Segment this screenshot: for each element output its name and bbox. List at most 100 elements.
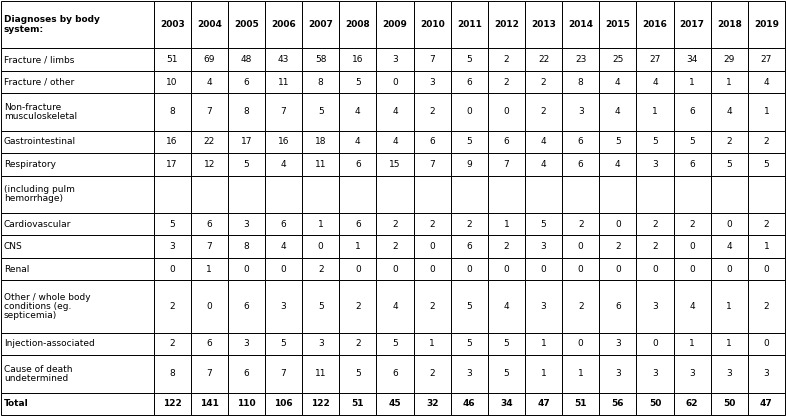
Text: 9: 9: [466, 160, 472, 169]
Text: 3: 3: [466, 369, 472, 378]
Text: 2: 2: [652, 242, 658, 251]
Bar: [1, 258, 153, 280]
Text: Cause of death: Cause of death: [4, 365, 72, 374]
Text: 2016: 2016: [643, 20, 667, 29]
Text: 0: 0: [169, 265, 175, 274]
Bar: [376, 153, 413, 176]
Bar: [228, 93, 265, 131]
Text: 6: 6: [355, 220, 361, 229]
Text: 45: 45: [389, 399, 402, 408]
Bar: [599, 71, 637, 93]
Text: 5: 5: [689, 137, 695, 146]
Bar: [153, 213, 191, 235]
Text: 6: 6: [392, 369, 398, 378]
Text: 1: 1: [318, 220, 324, 229]
Bar: [265, 235, 302, 258]
Text: 7: 7: [207, 242, 212, 251]
Bar: [376, 176, 413, 213]
Bar: [413, 93, 450, 131]
Text: 56: 56: [612, 399, 624, 408]
Text: 0: 0: [652, 265, 658, 274]
Text: 5: 5: [169, 220, 175, 229]
Bar: [711, 153, 747, 176]
Text: 5: 5: [504, 369, 509, 378]
Bar: [488, 258, 525, 280]
Bar: [674, 213, 711, 235]
Bar: [747, 93, 785, 131]
Text: 2: 2: [726, 137, 732, 146]
Bar: [747, 1, 785, 48]
Bar: [228, 48, 265, 71]
Bar: [525, 258, 562, 280]
Bar: [488, 176, 525, 213]
Bar: [191, 393, 228, 415]
Bar: [525, 235, 562, 258]
Bar: [191, 235, 228, 258]
Bar: [1, 213, 153, 235]
Bar: [525, 71, 562, 93]
Bar: [153, 176, 191, 213]
Bar: [153, 48, 191, 71]
Bar: [562, 131, 599, 153]
Bar: [747, 333, 785, 355]
Bar: [674, 258, 711, 280]
Bar: [340, 93, 376, 131]
Bar: [747, 258, 785, 280]
Text: 2014: 2014: [568, 20, 593, 29]
Text: 2: 2: [169, 339, 175, 349]
Bar: [450, 355, 488, 393]
Bar: [525, 131, 562, 153]
Bar: [413, 153, 450, 176]
Bar: [562, 153, 599, 176]
Text: 4: 4: [541, 137, 546, 146]
Bar: [450, 258, 488, 280]
Bar: [711, 258, 747, 280]
Bar: [637, 393, 674, 415]
Bar: [450, 131, 488, 153]
Bar: [1, 235, 153, 258]
Text: 141: 141: [200, 399, 219, 408]
Bar: [711, 176, 747, 213]
Bar: [637, 355, 674, 393]
Bar: [450, 280, 488, 333]
Bar: [340, 131, 376, 153]
Text: 2010: 2010: [420, 20, 445, 29]
Bar: [747, 176, 785, 213]
Bar: [302, 235, 340, 258]
Text: Diagnoses by body: Diagnoses by body: [4, 15, 100, 25]
Bar: [711, 213, 747, 235]
Bar: [674, 393, 711, 415]
Text: 5: 5: [318, 302, 324, 311]
Text: 6: 6: [466, 77, 472, 87]
Text: 3: 3: [318, 339, 324, 349]
Bar: [153, 131, 191, 153]
Text: 17: 17: [167, 160, 178, 169]
Bar: [340, 176, 376, 213]
Bar: [376, 1, 413, 48]
Bar: [228, 280, 265, 333]
Bar: [525, 393, 562, 415]
Text: 4: 4: [726, 107, 732, 116]
Text: 6: 6: [355, 160, 361, 169]
Bar: [488, 393, 525, 415]
Bar: [302, 176, 340, 213]
Bar: [413, 131, 450, 153]
Text: 0: 0: [615, 265, 621, 274]
Bar: [674, 93, 711, 131]
Bar: [711, 393, 747, 415]
Text: 5: 5: [504, 339, 509, 349]
Text: 1: 1: [504, 220, 509, 229]
Text: 47: 47: [537, 399, 550, 408]
Bar: [340, 280, 376, 333]
Text: 0: 0: [392, 265, 398, 274]
Bar: [562, 48, 599, 71]
Text: 1: 1: [355, 242, 361, 251]
Text: 6: 6: [689, 107, 695, 116]
Text: 29: 29: [724, 55, 735, 64]
Bar: [265, 1, 302, 48]
Text: 5: 5: [355, 369, 361, 378]
Bar: [265, 393, 302, 415]
Bar: [265, 355, 302, 393]
Text: 2: 2: [764, 137, 769, 146]
Bar: [488, 333, 525, 355]
